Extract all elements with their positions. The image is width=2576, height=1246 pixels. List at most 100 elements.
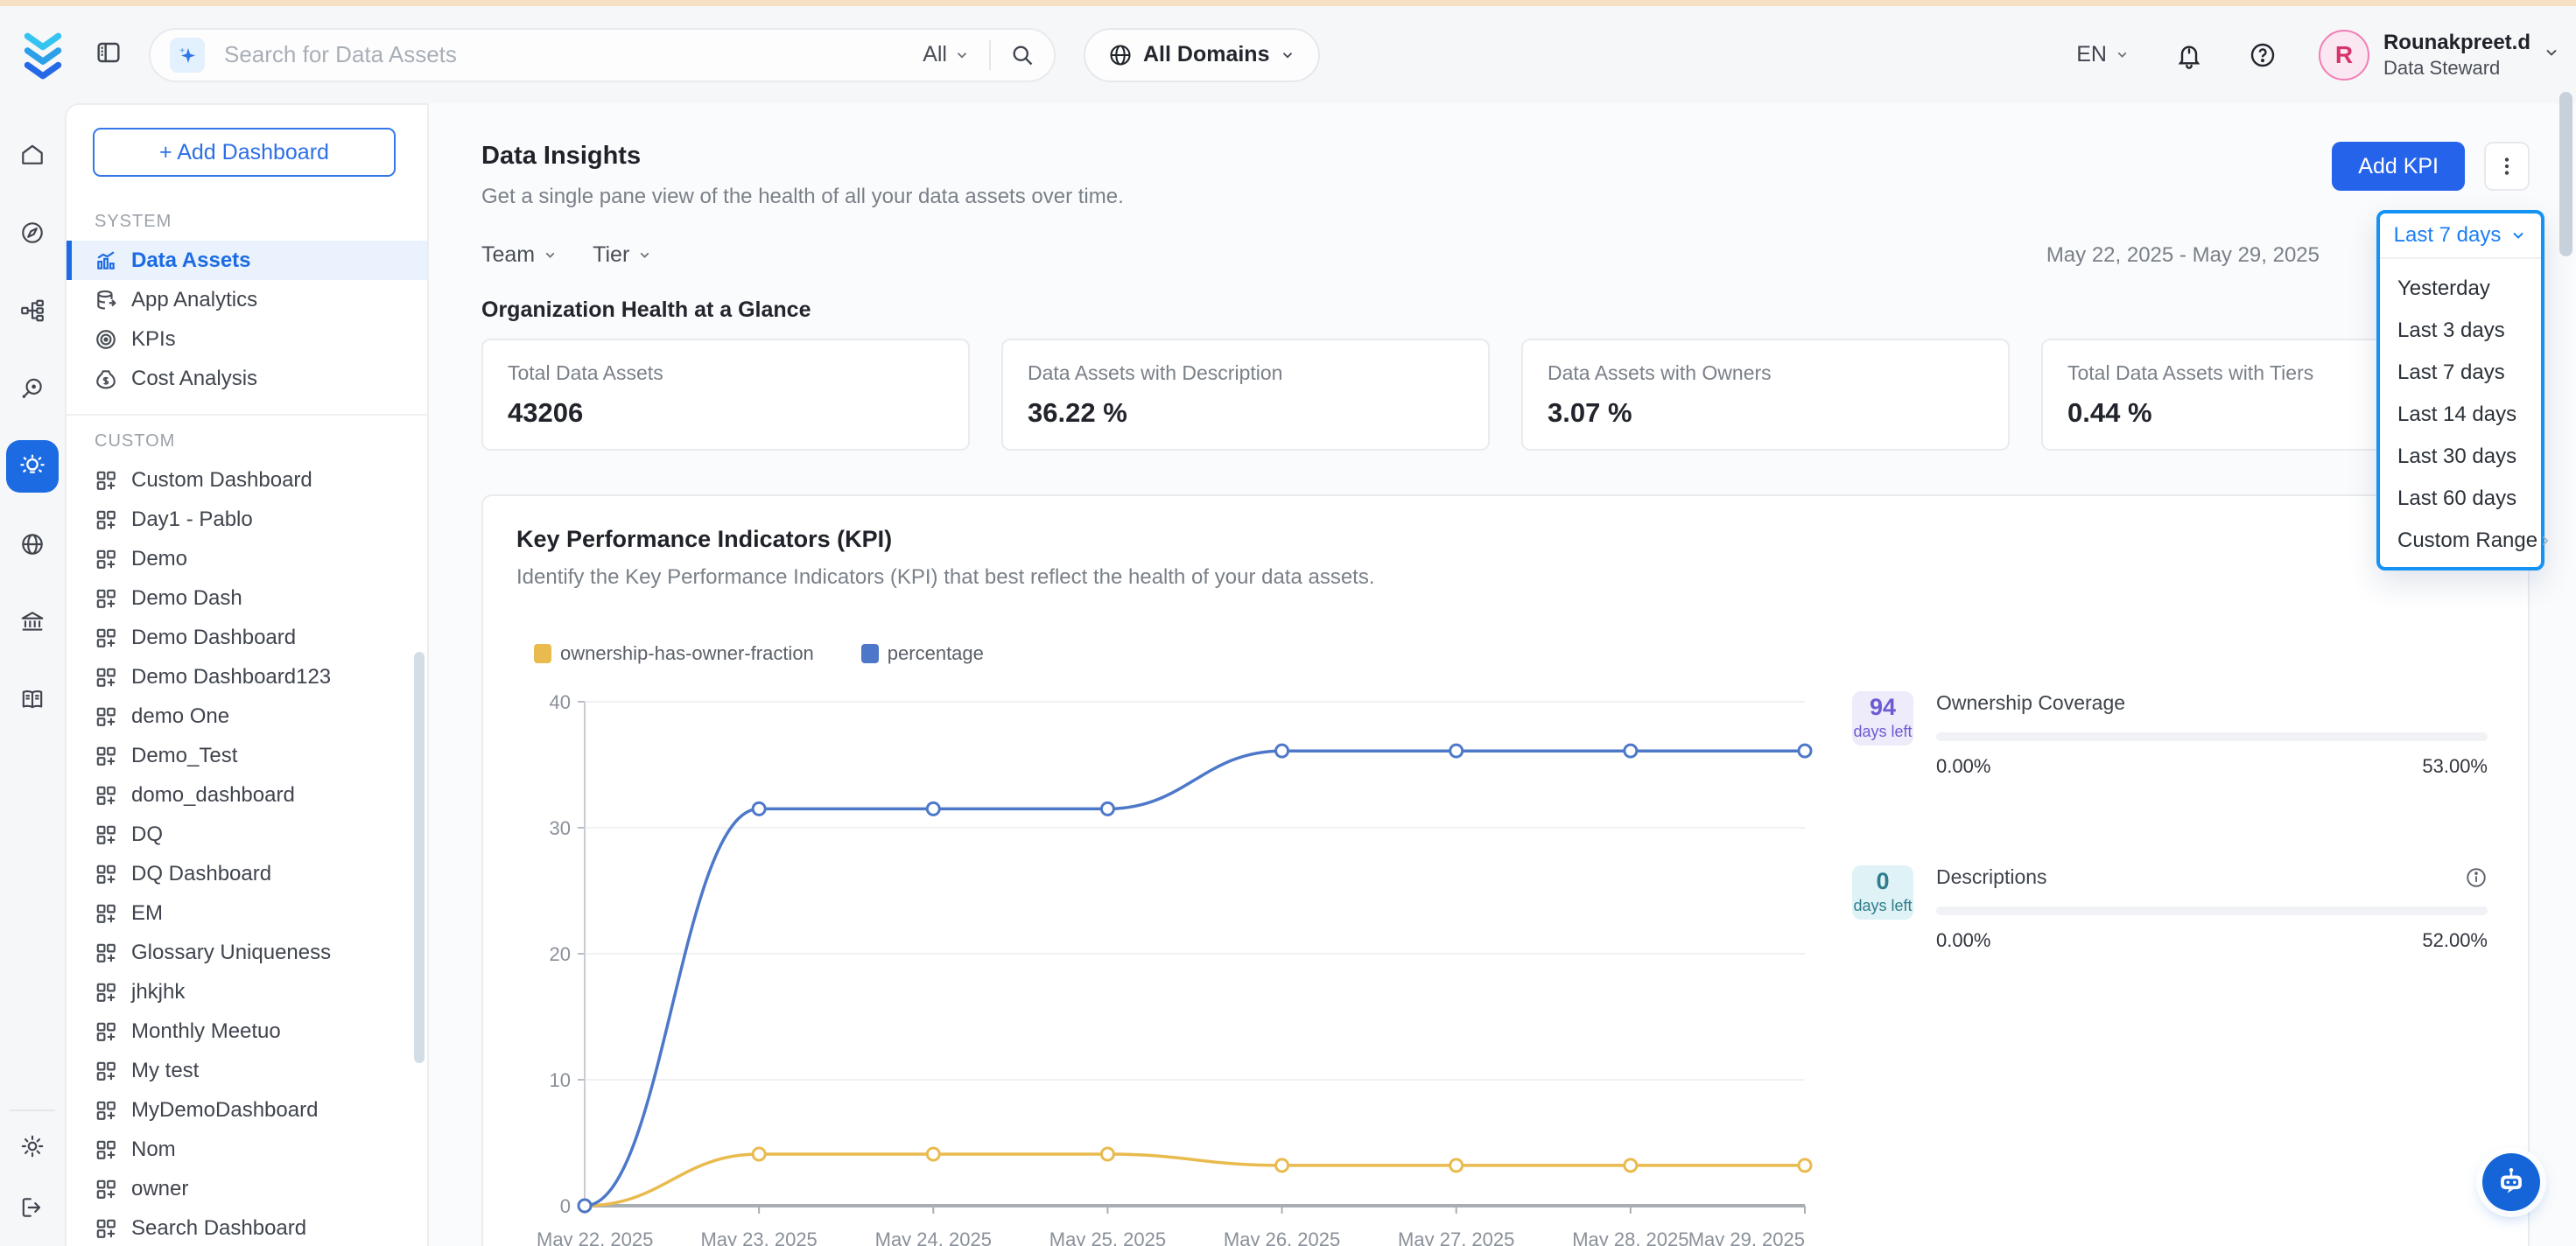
kpi-list: 94 days left Ownership Coverage 0.00%: [1852, 607, 2528, 1246]
user-avatar[interactable]: R: [2319, 30, 2369, 80]
sidebar-item-custom-2[interactable]: Demo: [67, 539, 427, 578]
page-header-text: Data Insights Get a single pane view of …: [481, 142, 1124, 209]
dashboard-grid-icon: [95, 705, 117, 728]
sidebar-item-custom-7[interactable]: Demo_Test: [67, 736, 427, 775]
page-subtitle: Get a single pane view of the health of …: [481, 185, 1124, 209]
progress-bar: [1936, 732, 2488, 741]
sidebar-collapse-icon[interactable]: [95, 38, 123, 71]
sidebar-item-custom-19[interactable]: Search Dashboard: [67, 1208, 427, 1246]
sidebar-item-custom-18[interactable]: owner: [67, 1169, 427, 1208]
search-icon[interactable]: [1010, 43, 1035, 67]
range-option-custom-range[interactable]: Custom Range: [2380, 520, 2541, 562]
add-kpi-button[interactable]: Add KPI: [2332, 142, 2465, 191]
sidebar-item-custom-10[interactable]: DQ Dashboard: [67, 854, 427, 893]
sidebar-item-cost-analysis[interactable]: Cost Analysis: [67, 359, 427, 398]
settings-gear-icon[interactable]: [6, 1120, 59, 1172]
chart-legend: ownership-has-owner-fraction percentage: [534, 642, 1852, 665]
dashboard-grid-icon: [95, 1099, 117, 1122]
sidebar-item-custom-1[interactable]: Day1 - Pablo: [67, 500, 427, 539]
insights-icon[interactable]: [6, 440, 59, 493]
kpi-item-body: Descriptions 0.00% 52.00%: [1936, 865, 2488, 952]
home-icon[interactable]: [6, 129, 59, 181]
range-option-last-7-days[interactable]: Last 7 days: [2380, 352, 2541, 394]
legend-swatch-percentage: [861, 644, 879, 663]
dashboard-grid-icon: [95, 666, 117, 689]
sidebar: + Add Dashboard SYSTEM Data Assets App A…: [65, 103, 429, 1246]
svg-text:20: 20: [550, 943, 571, 965]
discovery-icon[interactable]: [6, 362, 59, 415]
language-selector[interactable]: EN: [2076, 42, 2130, 67]
chevron-down-icon[interactable]: [2543, 44, 2560, 66]
kebab-menu-button[interactable]: [2484, 142, 2530, 191]
sidebar-item-custom-8[interactable]: domo_dashboard: [67, 775, 427, 815]
glance-heading: Organization Health at a Glance: [481, 298, 2530, 323]
compass-icon[interactable]: [6, 206, 59, 259]
dashboard-grid-icon: [95, 626, 117, 649]
range-option-last-30-days[interactable]: Last 30 days: [2380, 436, 2541, 478]
body-row: + Add Dashboard SYSTEM Data Assets App A…: [0, 103, 2576, 1246]
kpi-chart-svg: 010203040May 22, 2025May 23, 2025May 24,…: [516, 674, 1829, 1246]
domains-dropdown[interactable]: All Domains: [1084, 28, 1320, 82]
lineage-graph-icon[interactable]: [6, 284, 59, 337]
chevron-down-icon: [543, 248, 558, 262]
user-name: Rounakpreet.d: [2383, 30, 2530, 56]
topbar-right: EN R Rounakpreet.d Data Steward: [2076, 30, 2560, 80]
legend-item-percentage[interactable]: percentage: [861, 642, 984, 665]
svg-text:May 25, 2025: May 25, 2025: [1049, 1228, 1166, 1246]
sidebar-item-app-analytics[interactable]: App Analytics: [67, 280, 427, 319]
legend-swatch-ownership: [534, 644, 551, 663]
kpi-line-chart[interactable]: 010203040May 22, 2025May 23, 2025May 24,…: [516, 674, 1852, 1246]
sidebar-item-custom-16[interactable]: MyDemoDashboard: [67, 1090, 427, 1130]
sidebar-item-custom-12[interactable]: Glossary Uniqueness: [67, 933, 427, 972]
database-icon: [95, 289, 117, 312]
sidebar-item-custom-15[interactable]: My test: [67, 1051, 427, 1090]
sidebar-item-custom-4[interactable]: Demo Dashboard: [67, 618, 427, 657]
kpi-section-title: Key Performance Indicators (KPI): [516, 526, 2528, 553]
globe-icon[interactable]: [6, 518, 59, 570]
governance-bank-icon[interactable]: [6, 596, 59, 648]
team-filter[interactable]: Team: [481, 242, 558, 268]
dashboard-grid-icon: [95, 1020, 117, 1043]
kpi-item-descriptions[interactable]: 0 days left Descriptions: [1852, 865, 2488, 952]
logout-icon[interactable]: [6, 1181, 59, 1234]
chatbot-button[interactable]: [2482, 1153, 2540, 1211]
dashboard-grid-icon: [95, 981, 117, 1004]
sidebar-item-custom-13[interactable]: jhkjhk: [67, 972, 427, 1012]
svg-text:May 23, 2025: May 23, 2025: [700, 1228, 817, 1246]
range-option-last-60-days[interactable]: Last 60 days: [2380, 478, 2541, 520]
glossary-book-icon[interactable]: [6, 674, 59, 726]
kpi-panel: Key Performance Indicators (KPI) Identif…: [481, 494, 2530, 1246]
sidebar-item-kpis[interactable]: KPIs: [67, 319, 427, 359]
sidebar-item-custom-9[interactable]: DQ: [67, 815, 427, 854]
globe-icon: [1108, 43, 1133, 67]
dashboard-grid-icon: [95, 942, 117, 964]
search-scope-dropdown[interactable]: All: [923, 42, 970, 67]
sidebar-scrollbar[interactable]: [414, 652, 425, 1063]
range-option-yesterday[interactable]: Yesterday: [2380, 268, 2541, 310]
sidebar-item-custom-17[interactable]: Nom: [67, 1130, 427, 1169]
sidebar-item-custom-3[interactable]: Demo Dash: [67, 578, 427, 618]
sidebar-item-custom-5[interactable]: Demo Dashboard123: [67, 657, 427, 696]
help-icon[interactable]: [2249, 41, 2277, 69]
sidebar-item-custom-6[interactable]: demo One: [67, 696, 427, 736]
sidebar-item-custom-0[interactable]: Custom Dashboard: [67, 460, 427, 500]
sidebar-item-data-assets[interactable]: Data Assets: [67, 241, 427, 280]
page-scrollbar[interactable]: [2559, 92, 2572, 256]
notifications-bell-icon[interactable]: [2175, 41, 2203, 69]
range-option-last-3-days[interactable]: Last 3 days: [2380, 310, 2541, 352]
add-dashboard-button[interactable]: + Add Dashboard: [93, 128, 396, 177]
chevron-down-icon: [2509, 227, 2527, 244]
info-icon[interactable]: [2465, 866, 2488, 889]
kpi-item-ownership-coverage[interactable]: 94 days left Ownership Coverage 0.00%: [1852, 691, 2488, 778]
range-option-last-14-days[interactable]: Last 14 days: [2380, 394, 2541, 436]
tier-filter[interactable]: Tier: [593, 242, 652, 268]
ai-sparkle-icon[interactable]: [170, 38, 205, 73]
sidebar-item-custom-11[interactable]: EM: [67, 893, 427, 933]
range-select-trigger[interactable]: Last 7 days: [2380, 214, 2541, 259]
svg-text:May 27, 2025: May 27, 2025: [1398, 1228, 1514, 1246]
search-input[interactable]: [222, 40, 923, 69]
user-menu[interactable]: Rounakpreet.d Data Steward: [2383, 30, 2530, 80]
legend-item-ownership[interactable]: ownership-has-owner-fraction: [534, 642, 814, 665]
atlan-logo[interactable]: [21, 30, 65, 80]
sidebar-item-custom-14[interactable]: Monthly Meetuo: [67, 1012, 427, 1051]
